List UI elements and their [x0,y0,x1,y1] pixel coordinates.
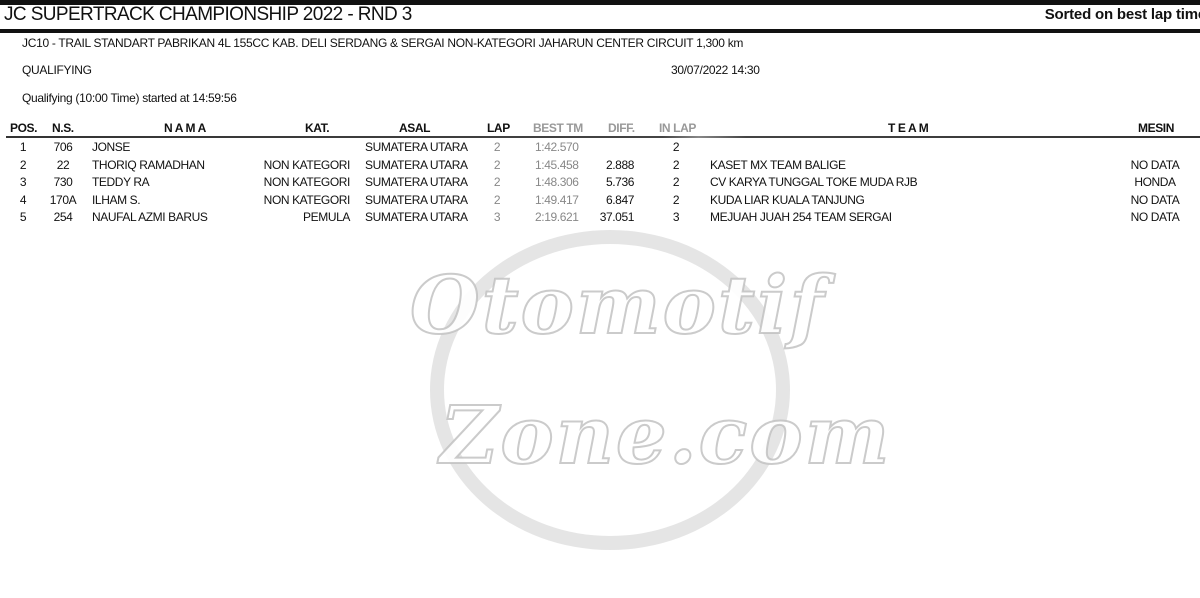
table-row: 4 170A ILHAM S. NON KATEGORI SUMATERA UTARA 2… [0,193,1200,210]
table-row: 3 730 TEDDY RA NON KATEGORI SUMATERA UTARA 2 1… [0,175,1200,192]
cell-lap: 2 [493,175,501,190]
cell-team: KUDA LIAR KUALA TANJUNG [710,192,865,207]
col-kat: KAT. [305,121,330,135]
cell-nama: TEDDY RA [92,175,150,190]
cell-lap: 2 [493,140,501,154]
cell-team: CV KARYA TUNGGAL TOKE MUDA RJB [710,175,918,190]
cell-pos: 3 [19,175,27,190]
cell-asal: SUMATERA UTARA [365,192,468,207]
watermark-line1: Otomotif [409,258,826,352]
cell-inlap: 2 [672,157,680,172]
cell-kat: NON KATEGORI [263,157,351,172]
cell-team: KASET MX TEAM BALIGE [710,157,846,172]
cell-mesin: NO DATA [1130,210,1180,225]
cell-nama: JONSE [92,140,131,154]
title-rule [0,29,1200,33]
col-nama: N A M A [164,121,206,135]
cell-pos: 1 [19,140,27,154]
cell-mesin: NO DATA [1130,157,1180,172]
cell-nama: THORIQ RAMADHAN [92,157,205,172]
cell-ns: 22 [56,157,70,172]
cell-pos: 2 [19,157,27,172]
cell-mesin: NO DATA [1130,192,1180,207]
cell-best: 1:42.570 [535,140,579,154]
table-row: 1 706 JONSE SUMATERA UTARA 2 1:42.570 2 [0,140,1200,157]
cell-best: 2:19.621 [535,210,579,225]
cell-best: 1:48.306 [535,175,579,190]
cell-nama: ILHAM S. [92,192,141,207]
top-rule [0,0,1200,5]
watermark-logo: Otomotif Zone.com [380,230,900,550]
session-datetime: 30/07/2022 14:30 [671,63,760,77]
cell-ns: 170A [49,192,77,207]
cell-ns: 254 [53,210,73,225]
cell-asal: SUMATERA UTARA [365,210,468,225]
watermark-ring [430,230,790,550]
cell-pos: 4 [19,192,27,207]
session-start: Qualifying (10:00 Time) started at 14:59… [22,91,237,105]
col-diff: DIFF. [608,121,635,135]
cell-asal: SUMATERA UTARA [365,140,468,154]
session-label: QUALIFYING [22,63,92,77]
cell-nama: NAUFAL AZMI BARUS [92,210,208,225]
col-mesin: MESIN [1138,121,1175,135]
cell-ns: 730 [53,175,73,190]
cell-mesin: HONDA [1134,175,1176,190]
table-row: 2 22 THORIQ RAMADHAN NON KATEGORI SUMATERA U… [0,158,1200,175]
cell-diff: 6.847 [605,192,634,207]
col-team: T E A M [888,121,929,135]
col-best-time: BEST TM [533,121,583,135]
class-line: JC10 - TRAIL STANDART PABRIKAN 4L 155CC … [22,36,744,50]
cell-inlap: 2 [672,140,680,154]
cell-diff: 5.736 [605,175,634,190]
cell-asal: SUMATERA UTARA [365,175,468,190]
cell-inlap: 2 [672,175,680,190]
cell-lap: 2 [493,157,501,172]
cell-diff: 2.888 [605,157,634,172]
cell-lap: 2 [493,192,501,207]
col-asal: ASAL [399,121,431,135]
col-in-lap: IN LAP [659,121,696,135]
cell-kat: NON KATEGORI [263,192,351,207]
watermark-line2: Zone.com [439,388,892,482]
cell-kat: NON KATEGORI [263,175,351,190]
cell-kat: PEMULA [303,210,350,225]
cell-ns: 706 [53,140,73,154]
header-rule [6,136,1200,138]
cell-inlap: 3 [672,210,680,225]
cell-lap: 3 [493,210,501,225]
table-row: 5 254 NAUFAL AZMI BARUS PEMULA SUMATERA UTAR… [0,210,1200,227]
cell-diff: 37.051 [599,210,635,225]
col-pos: POS. [10,121,38,135]
cell-asal: SUMATERA UTARA [365,157,468,172]
cell-best: 1:45.458 [535,157,579,172]
cell-best: 1:49.417 [535,192,579,207]
cell-inlap: 2 [672,192,680,207]
col-ns: N.S. [52,121,74,135]
sort-note: Sorted on best lap time [1044,6,1200,23]
cell-pos: 5 [19,210,27,225]
col-lap: LAP [487,121,510,135]
cell-team: MEJUAH JUAH 254 TEAM SERGAI [710,210,892,225]
page-title: JC SUPERTRACK CHAMPIONSHIP 2022 - RND 3 [4,4,412,25]
